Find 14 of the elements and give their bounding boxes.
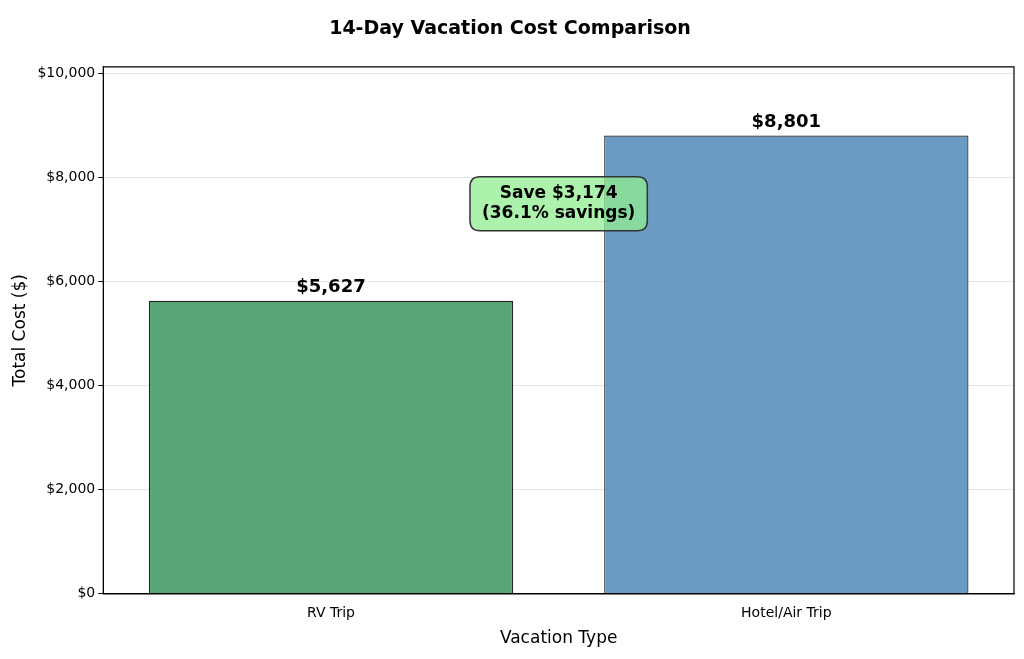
y-tick-label: $0 bbox=[77, 584, 96, 601]
annotation: Save $3,174 (36.1% savings) bbox=[481, 182, 636, 223]
y-tick-label: $2,000 bbox=[46, 480, 96, 497]
chart-title: 14-Day Vacation Cost Comparison bbox=[329, 16, 691, 39]
data-label: $5,627 bbox=[296, 275, 366, 297]
y-tick-label: $6,000 bbox=[46, 272, 96, 289]
x-axis-title: Vacation Type bbox=[499, 627, 618, 648]
y-tick-label: $4,000 bbox=[46, 376, 96, 393]
x-tick-label: Hotel/Air Trip bbox=[741, 603, 832, 620]
y-axis-title: Total Cost ($) bbox=[8, 274, 29, 388]
data-label: $8,801 bbox=[751, 110, 822, 132]
y-tick-label: $8,000 bbox=[46, 167, 96, 184]
y-tick-label: $10,000 bbox=[37, 63, 96, 80]
x-tick-label: RV Trip bbox=[306, 603, 356, 620]
